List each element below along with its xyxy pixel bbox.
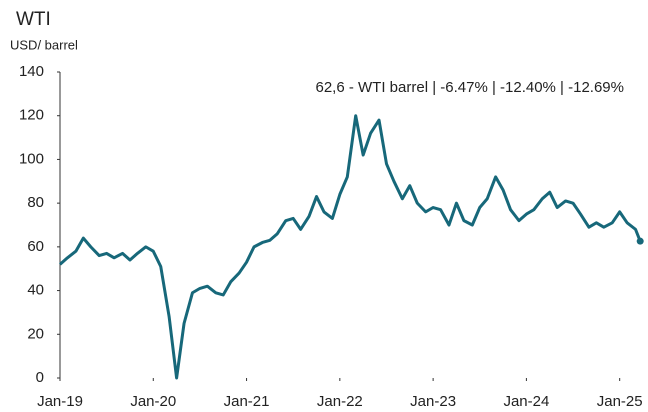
annotation: 62,6 - WTI barrel | -6.47% | -12.40% | -… [316, 79, 625, 96]
x-tick-label: Jan-23 [410, 393, 456, 410]
line [59, 114, 642, 380]
x-tick-label: Jan-22 [317, 393, 363, 410]
end-point [636, 237, 644, 245]
y-tick-label: 0 [36, 369, 44, 386]
x-tick-label: Jan-21 [224, 393, 270, 410]
y-tick-label: 140 [19, 63, 44, 80]
x-tick-label: Jan-20 [130, 393, 176, 410]
y-tick-label: 40 [27, 282, 44, 299]
x-tick-label: Jan-25 [597, 393, 643, 410]
y-tick-label: 100 [19, 150, 44, 167]
y-axis-label: USD/ barrel [10, 37, 78, 52]
chart-title: WTI [16, 9, 51, 30]
y-tick-label: 60 [27, 238, 44, 255]
y-tick-label: 20 [27, 325, 44, 342]
x-tick-label: Jan-24 [503, 393, 549, 410]
y-tick-label: 80 [27, 194, 44, 211]
y-tick-label: 120 [19, 107, 44, 124]
x-tick-label: Jan-19 [37, 393, 83, 410]
